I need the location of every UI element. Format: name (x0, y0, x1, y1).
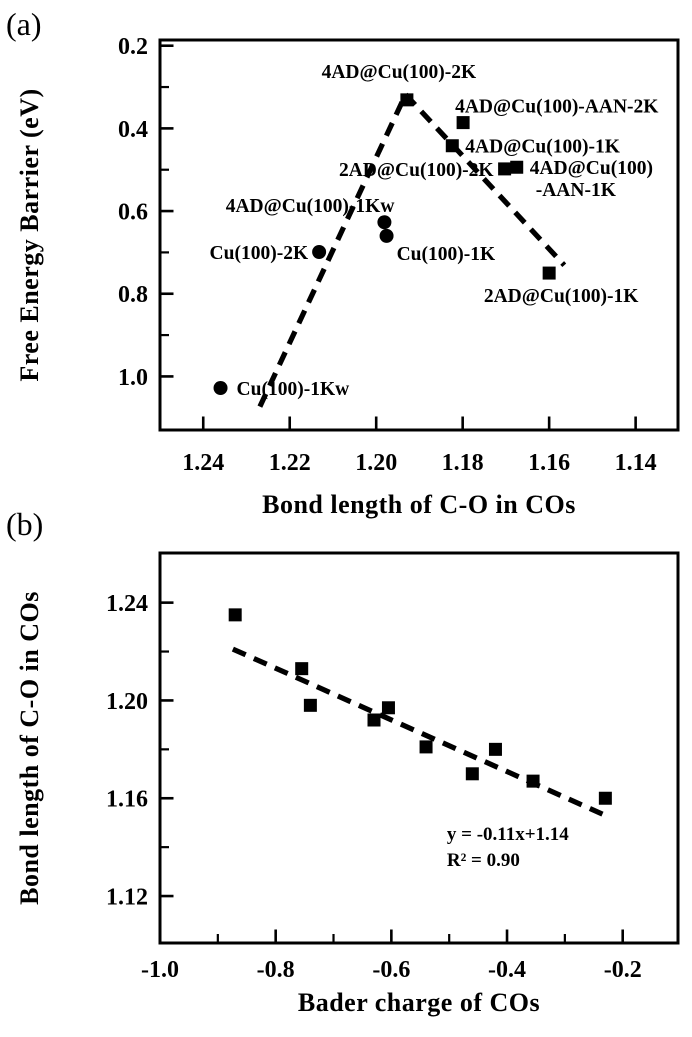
data-point-square (598, 791, 612, 805)
x-tick-label: 1.24 (182, 450, 224, 476)
data-point-label: Cu(100)-1Kw (237, 379, 350, 400)
panel-a: 1.24 1.22 1.20 1.18 1.16 1.14 0.2 0.4 0.6 0.8 1.0 C… (118, 34, 680, 476)
x-tick-label: -0.4 (488, 957, 526, 983)
data-point-label: -AAN-1K (536, 180, 617, 201)
x-tick-label: 1.16 (528, 450, 570, 476)
data-point-circle (377, 215, 392, 230)
data-point-label: 2AD@Cu(100)-2K (339, 160, 494, 181)
data-point-square (295, 662, 309, 676)
fit-annotation: y = -0.11x+1.14 (447, 824, 569, 845)
data-point-label: 4AD@Cu(100)-1K (465, 137, 620, 158)
data-point-square (381, 701, 395, 715)
data-point-label: 2AD@Cu(100)-1K (484, 286, 639, 307)
panel-b: -1.0 -0.8 -0.6 -0.4 -0.2 1.24 1.20 1.16 1.12 y = … (106, 551, 680, 983)
y-tick-label: 0.4 (118, 117, 148, 143)
y-tick-label: 1.0 (118, 365, 148, 391)
y-tick-label: 1.16 (106, 787, 148, 813)
panel-a-tag: (a) (6, 6, 42, 42)
data-point-square (488, 742, 502, 756)
panel-b-x-axis-title: Bader charge of COs (297, 988, 541, 1017)
x-tick-label: 1.18 (442, 450, 484, 476)
data-point-circle (312, 244, 327, 259)
data-point-label: 4AD@Cu(100)-2K (322, 62, 477, 83)
panel-a-x-axis-title: Bond length of C-O in COs (262, 490, 576, 519)
y-tick-label: 1.24 (106, 591, 148, 617)
x-tick-label: -0.8 (257, 957, 295, 983)
data-point-label: 4AD@Cu(100)-AAN-2K (455, 97, 659, 118)
data-point-circle (379, 228, 394, 243)
y-tick-label: 1.12 (106, 885, 148, 911)
x-tick-label: -1.0 (141, 957, 179, 983)
data-point-label: 4AD@Cu(100)-1Kw (226, 196, 395, 217)
y-tick-label: 0.6 (118, 200, 148, 226)
data-point-square (228, 608, 242, 622)
data-point-square (542, 266, 556, 280)
data-point-square (465, 767, 479, 781)
data-point-circle (213, 380, 228, 395)
data-point-label: Cu(100)-1K (397, 244, 496, 265)
trend-line (403, 92, 567, 267)
x-tick-label: 1.20 (355, 450, 397, 476)
data-point-square (456, 116, 470, 130)
plot-frame (158, 551, 680, 945)
y-tick-label: 0.2 (118, 34, 148, 60)
data-point-square (303, 698, 317, 712)
y-tick-label: 1.20 (106, 689, 148, 715)
x-tick-label: 1.22 (269, 450, 311, 476)
panel-b-tag: (b) (6, 506, 44, 542)
data-point-label: Cu(100)-2K (210, 243, 309, 264)
x-tick-label: 1.14 (615, 450, 657, 476)
data-point-label: 4AD@Cu(100) (530, 158, 653, 179)
x-tick-label: -0.2 (604, 957, 642, 983)
plot-frame (158, 38, 680, 432)
trend-line (257, 93, 408, 408)
x-tick-label: -0.6 (372, 957, 410, 983)
data-point-square (498, 162, 512, 176)
trend-line (231, 646, 604, 817)
fit-annotation: R² = 0.90 (447, 850, 520, 871)
data-point-square (510, 160, 524, 174)
y-tick-label: 0.8 (118, 282, 148, 308)
data-point-square (419, 740, 433, 754)
data-point-square (367, 713, 381, 727)
